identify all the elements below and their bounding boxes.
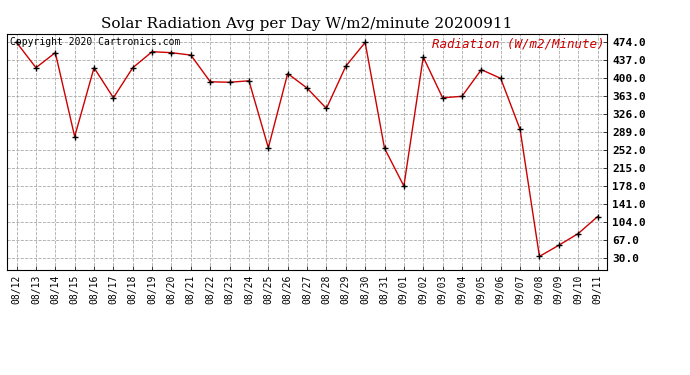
Text: Copyright 2020 Cartronics.com: Copyright 2020 Cartronics.com (10, 37, 180, 47)
Title: Solar Radiation Avg per Day W/m2/minute 20200911: Solar Radiation Avg per Day W/m2/minute … (101, 17, 513, 31)
Text: Radiation (W/m2/Minute): Radiation (W/m2/Minute) (432, 37, 604, 50)
